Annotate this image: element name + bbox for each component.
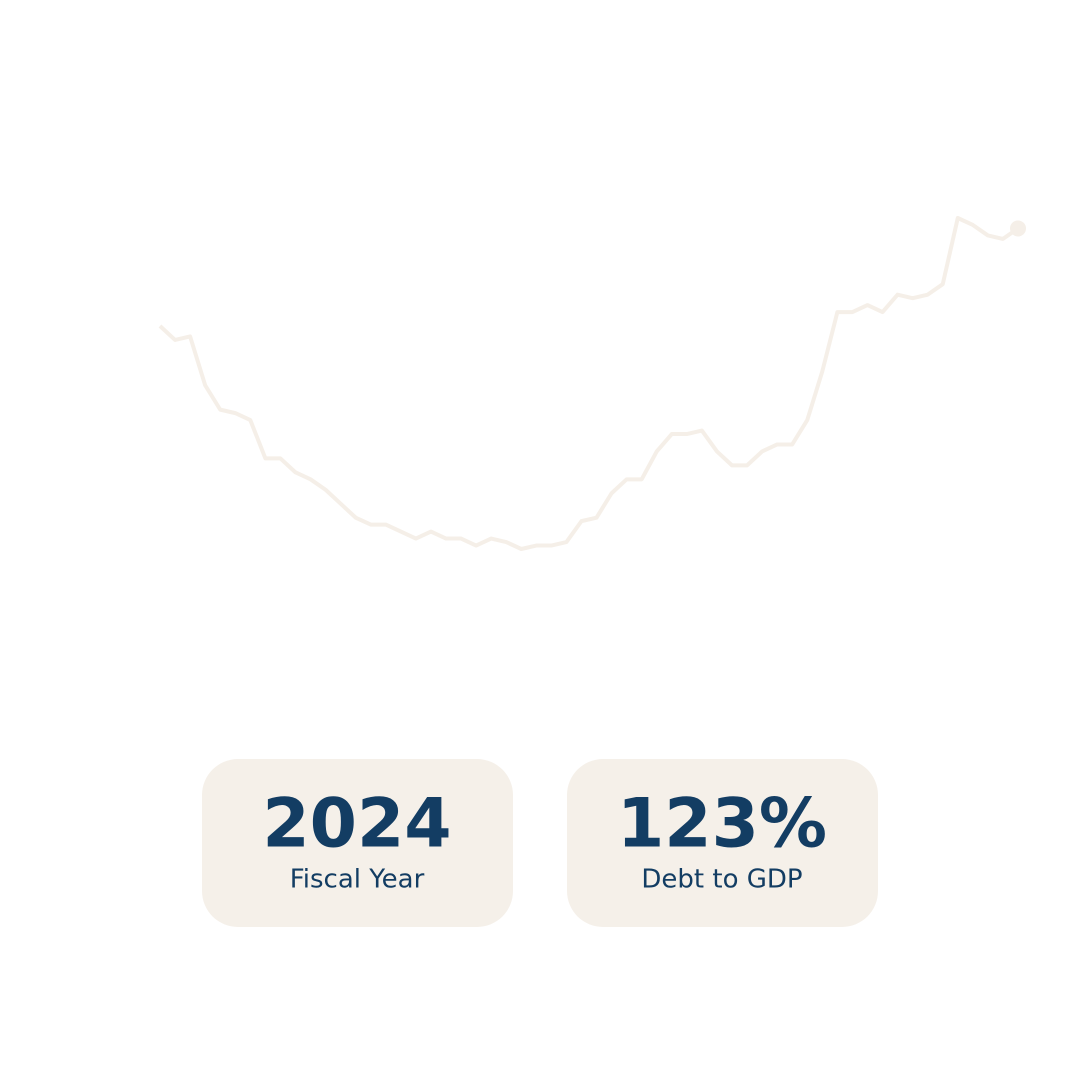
stat-card [202, 759, 513, 927]
stat-value: 123% [617, 785, 827, 864]
stat-label: Debt to GDP [641, 865, 802, 895]
stat-value: 2024 [262, 785, 451, 864]
stat-card [567, 759, 878, 927]
stat-label: Fiscal Year [290, 865, 425, 895]
end-point [1010, 220, 1026, 237]
line-chart [158, 216, 1026, 551]
data-line [158, 216, 1020, 551]
